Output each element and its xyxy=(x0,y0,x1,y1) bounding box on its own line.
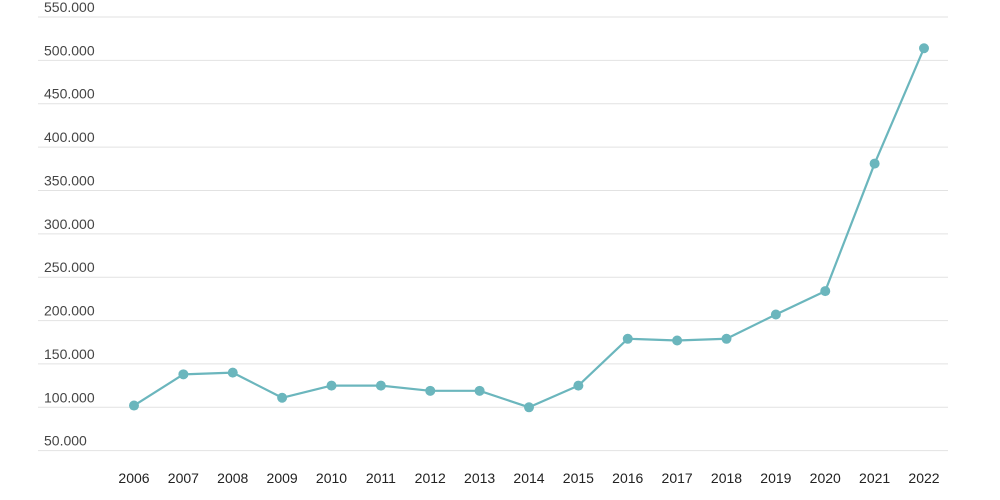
data-point xyxy=(573,380,584,391)
grid-lines xyxy=(38,16,948,452)
series-points-layer xyxy=(129,43,929,413)
y-tick-label: 50.000 xyxy=(44,433,87,449)
x-tick-label: 2018 xyxy=(711,470,742,486)
data-point xyxy=(375,380,386,391)
x-tick-label: 2016 xyxy=(612,470,643,486)
y-tick-label: 550.000 xyxy=(44,0,95,15)
x-tick-label: 2013 xyxy=(464,470,495,486)
data-point xyxy=(178,369,189,380)
series-line xyxy=(132,47,926,409)
data-point xyxy=(326,380,337,391)
x-tick-label: 2017 xyxy=(662,470,693,486)
data-point xyxy=(474,385,485,396)
y-tick-label: 450.000 xyxy=(44,86,95,102)
x-tick-label: 2021 xyxy=(859,470,890,486)
x-tick-label: 2014 xyxy=(513,470,544,486)
y-tick-label: 350.000 xyxy=(44,172,95,188)
x-tick-label: 2011 xyxy=(366,470,396,486)
y-tick-label: 250.000 xyxy=(44,259,95,275)
y-tick-label: 400.000 xyxy=(44,129,95,145)
x-tick-label: 2008 xyxy=(217,470,248,486)
x-tick-label: 2010 xyxy=(316,470,347,486)
x-tick-label: 2007 xyxy=(168,470,199,486)
data-point xyxy=(227,367,238,378)
x-tick-label: 2019 xyxy=(760,470,791,486)
data-point xyxy=(919,43,929,54)
data-point xyxy=(770,309,781,320)
x-tick-label: 2020 xyxy=(810,470,841,486)
x-axis-ticks: 2006 2007 2008 2009 2010 2011 2012 2013 2014 2015… xyxy=(118,470,939,486)
series-line-layer xyxy=(132,47,926,409)
y-tick-label: 200.000 xyxy=(44,303,95,319)
data-point xyxy=(721,333,732,344)
data-point xyxy=(425,385,436,396)
y-tick-label: 300.000 xyxy=(44,216,95,232)
data-point xyxy=(129,400,139,411)
x-tick-label: 2015 xyxy=(563,470,594,486)
x-tick-label: 2022 xyxy=(908,470,939,486)
x-tick-label: 2012 xyxy=(415,470,446,486)
data-point xyxy=(672,335,683,346)
y-tick-label: 500.000 xyxy=(44,42,95,58)
y-tick-label: 100.000 xyxy=(44,389,95,405)
y-tick-label: 150.000 xyxy=(44,346,95,362)
y-axis-ticks: 50.000 100.000 150.000 200.000 250.000 300.00… xyxy=(44,0,95,449)
data-point xyxy=(820,286,831,297)
data-point xyxy=(869,158,880,169)
data-point xyxy=(622,333,633,344)
x-tick-label: 2006 xyxy=(118,470,149,486)
data-point xyxy=(277,392,288,403)
x-tick-label: 2009 xyxy=(267,470,298,486)
data-point xyxy=(524,402,534,413)
